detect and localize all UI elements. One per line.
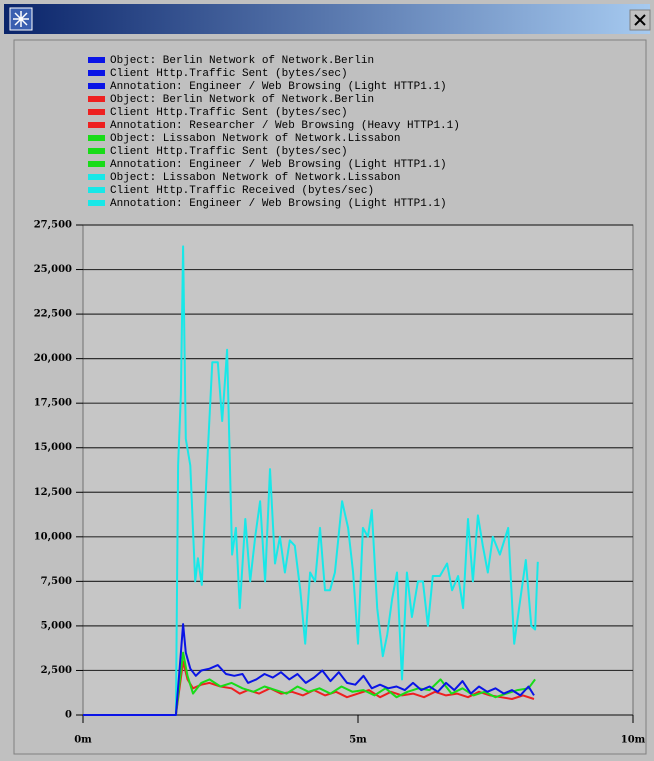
legend-label: Object: Lissabon Network of Network.Liss…: [110, 172, 400, 184]
legend-swatch: [88, 70, 105, 76]
y-tick-label: 20,000: [34, 353, 72, 364]
legend-swatch: [88, 174, 105, 180]
series-line: [83, 660, 535, 716]
y-tick-label: 15,000: [34, 442, 72, 453]
title-bar: [4, 4, 650, 34]
legend-swatch: [88, 148, 105, 154]
x-tick-label: 10m: [621, 735, 646, 746]
y-tick-label: 22,500: [34, 309, 72, 320]
legend-swatch: [88, 57, 105, 63]
y-tick-label: 7,500: [41, 576, 72, 587]
y-tick-label: 27,500: [34, 220, 72, 231]
legend-label: Annotation: Researcher / Web Browsing (H…: [110, 120, 460, 132]
legend-label: Object: Berlin Network of Network.Berlin: [110, 94, 374, 106]
legend-swatch: [88, 83, 105, 89]
legend-swatch: [88, 187, 105, 193]
y-tick-label: 10,000: [34, 531, 72, 542]
y-tick-label: 2,500: [41, 665, 72, 676]
legend-label: Client Http.Traffic Sent (bytes/sec): [110, 68, 348, 80]
legend-swatch: [88, 200, 105, 206]
legend-label: Annotation: Engineer / Web Browsing (Lig…: [110, 81, 447, 93]
legend-swatch: [88, 135, 105, 141]
y-tick-label: 12,500: [34, 487, 72, 498]
series-line: [83, 651, 536, 716]
series-line: [83, 245, 539, 716]
x-tick-label: 0m: [74, 735, 92, 746]
legend-label: Object: Lissabon Network of Network.Liss…: [110, 133, 400, 145]
close-button[interactable]: [629, 9, 651, 31]
y-tick-label: 25,000: [34, 264, 72, 275]
legend-label: Object: Berlin Network of Network.Berlin: [110, 55, 374, 67]
legend-label: Client Http.Traffic Received (bytes/sec): [110, 185, 374, 197]
legend-swatch: [88, 109, 105, 115]
y-tick-label: 0: [65, 710, 72, 721]
y-tick-label: 17,500: [34, 398, 72, 409]
legend-swatch: [88, 122, 105, 128]
y-tick-label: 5,000: [41, 620, 72, 631]
legend-swatch: [88, 161, 105, 167]
x-tick-label: 5m: [349, 735, 367, 746]
legend-label: Annotation: Engineer / Web Browsing (Lig…: [110, 198, 447, 210]
series-line: [83, 623, 535, 716]
legend-label: Client Http.Traffic Sent (bytes/sec): [110, 107, 348, 119]
legend-swatch: [88, 96, 105, 102]
window-icon: [9, 7, 33, 31]
legend-label: Client Http.Traffic Sent (bytes/sec): [110, 146, 348, 158]
legend-label: Annotation: Engineer / Web Browsing (Lig…: [110, 159, 447, 171]
